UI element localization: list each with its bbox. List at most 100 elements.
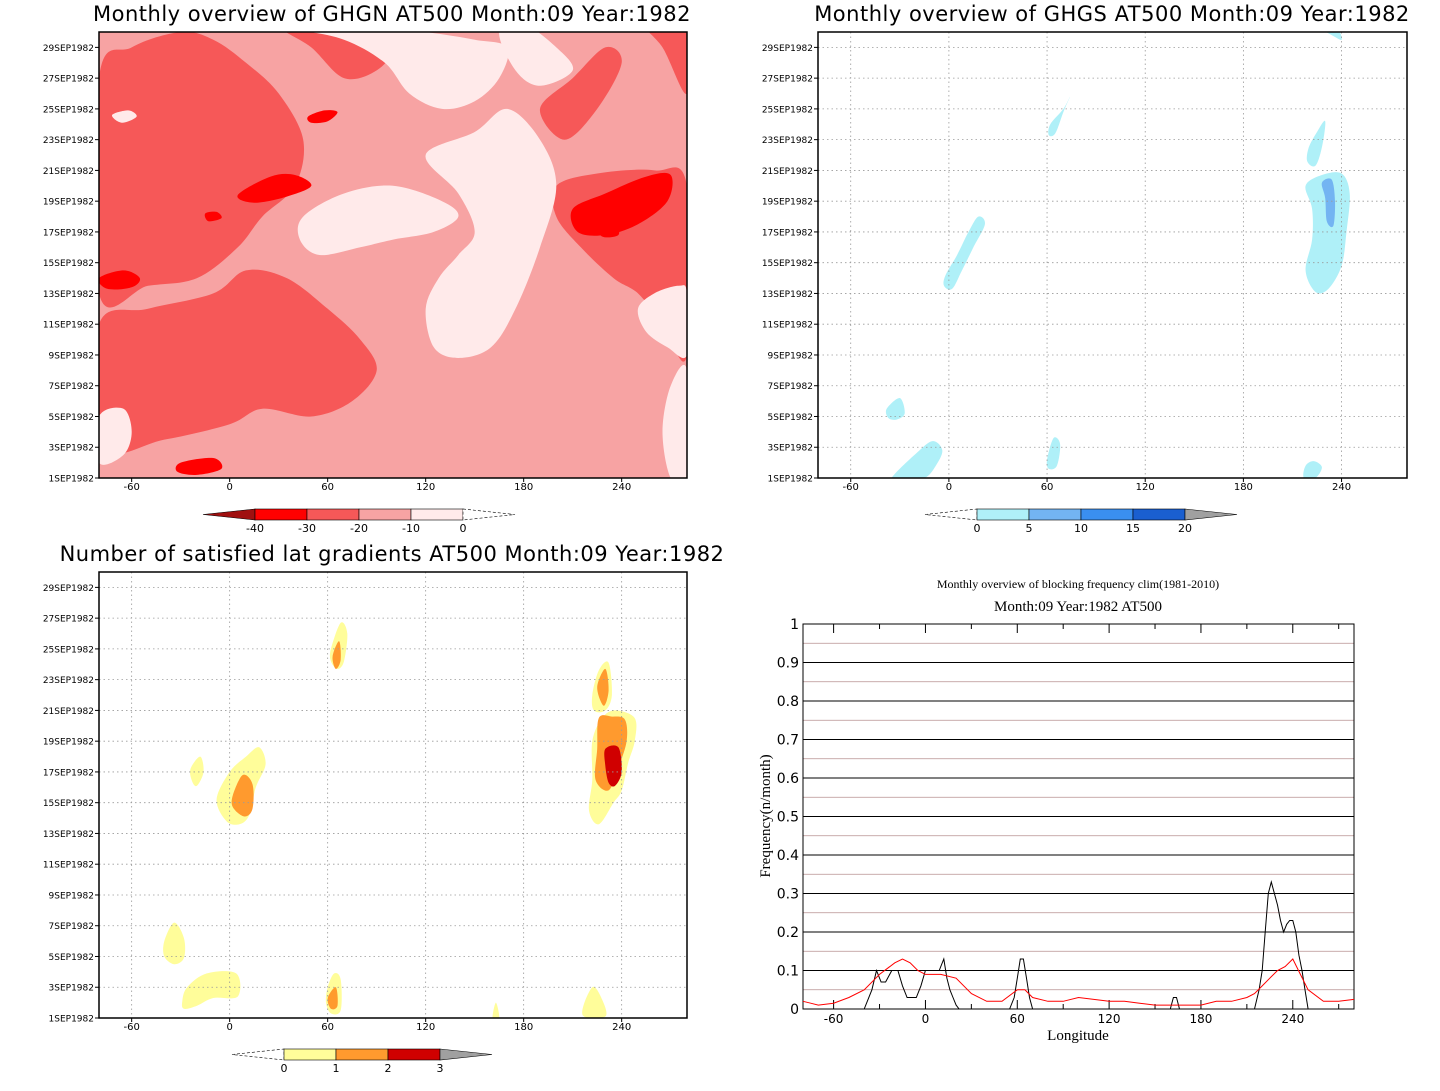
gradients-region-5 bbox=[190, 756, 204, 787]
blocking-title: Monthly overview of blocking frequency c… bbox=[937, 577, 1219, 591]
gradients-region-13 bbox=[332, 641, 341, 669]
ghgn-plot: -60 0 60 120 180 240 1SEP1982 3SEP1982 5SEP1982 7… bbox=[43, 31, 688, 493]
ghgn-ytick-label: 11SEP1982 bbox=[43, 321, 94, 331]
panel-blocking: Monthly overview of blocking frequency c… bbox=[758, 577, 1355, 1044]
gradients-ytick-label: 21SEP1982 bbox=[43, 707, 94, 717]
ghgs-region-8 bbox=[1303, 461, 1322, 478]
gradients-region-9 bbox=[582, 986, 607, 1018]
gradients-region-15 bbox=[327, 987, 338, 1010]
ghgn-region-1 bbox=[99, 269, 377, 455]
ghgn-xtick-label: -60 bbox=[123, 482, 139, 493]
ghgn-ytick-label: 27SEP1982 bbox=[43, 75, 94, 85]
gradients-legend-label: 1 bbox=[333, 1062, 340, 1075]
ghgs-region-1 bbox=[1048, 96, 1070, 137]
gradients-ytick-label: 19SEP1982 bbox=[43, 738, 94, 748]
ghgs-region-6 bbox=[891, 441, 943, 478]
ghgn-xtick-label: 60 bbox=[321, 482, 334, 493]
ghgn-legend-swatch bbox=[254, 508, 308, 521]
ghgn-ytick-label: 21SEP1982 bbox=[43, 167, 94, 177]
ghgn-ytick-label: 5SEP1982 bbox=[49, 413, 94, 423]
blocking-ylabel: Frequency(n/month) bbox=[758, 754, 774, 877]
ghgs-region-0 bbox=[1326, 32, 1342, 40]
gradients-xtick-label: 60 bbox=[321, 1022, 334, 1033]
gradients-legend-swatch bbox=[387, 1048, 441, 1061]
gradients-legend-swatch bbox=[283, 1048, 337, 1061]
ghgs-title: Monthly overview of GHGS AT500 Month:09 … bbox=[814, 2, 1410, 26]
blocking-series-line-0 bbox=[803, 880, 1354, 1010]
ghgs-legend-label: 20 bbox=[1178, 522, 1192, 535]
ghgs-legend-label: 15 bbox=[1126, 522, 1140, 535]
ghgs-xtick-label: 0 bbox=[946, 482, 952, 493]
ghgs-legend-label: 10 bbox=[1074, 522, 1088, 535]
gradients-ytick-label: 17SEP1982 bbox=[43, 768, 94, 778]
gradients-ytick-label: 15SEP1982 bbox=[43, 799, 94, 809]
ghgs-legend-swatch bbox=[1080, 508, 1134, 521]
ghgs-region-2 bbox=[1306, 120, 1326, 167]
ghgs-ytick-label: 29SEP1982 bbox=[762, 44, 813, 54]
ghgs-frame bbox=[817, 31, 1408, 479]
ghgs-region-7 bbox=[1046, 437, 1061, 470]
gradients-legend-label: 0 bbox=[281, 1062, 288, 1075]
ghgs-legend-label: 5 bbox=[1026, 522, 1033, 535]
gradients-xtick-label: 240 bbox=[612, 1022, 631, 1033]
ghgs-legend-swatch bbox=[924, 508, 978, 521]
gradients-frame bbox=[98, 571, 688, 1019]
ghgn-region-10 bbox=[307, 110, 338, 124]
gradients-ytick-label: 5SEP1982 bbox=[49, 953, 94, 963]
gradients-legend-swatch bbox=[335, 1048, 389, 1061]
ghgs-legend-swatch bbox=[1132, 508, 1186, 521]
blocking-ytick-label: 0.1 bbox=[777, 964, 799, 980]
ghgn-region-9 bbox=[204, 211, 222, 222]
gradients-ytick-label: 3SEP1982 bbox=[49, 984, 94, 994]
gradients-region-12 bbox=[597, 668, 609, 706]
gradients-xtick-label: 120 bbox=[416, 1022, 435, 1033]
ghgn-ytick-label: 19SEP1982 bbox=[43, 198, 94, 208]
ghgs-xtick-label: 240 bbox=[1332, 482, 1351, 493]
ghgs-ytick-label: 21SEP1982 bbox=[762, 167, 813, 177]
ghgn-legend-swatch bbox=[358, 508, 412, 521]
ghgs-legend-swatch bbox=[976, 508, 1030, 521]
panel-gradients: Number of satisfied lat gradients AT500 … bbox=[43, 542, 725, 1075]
ghgs-ytick-label: 9SEP1982 bbox=[768, 351, 813, 361]
ghgn-ytick-label: 23SEP1982 bbox=[43, 136, 94, 146]
gradients-ytick-label: 1SEP1982 bbox=[49, 1015, 94, 1025]
blocking-xtick-label: 60 bbox=[1010, 1012, 1025, 1026]
ghgn-region-20 bbox=[111, 110, 137, 123]
blocking-plot: 0 0.1 0.2 0.3 0.4 0.5 0.6 0.7 0.8 0.9 1 -60 0 60 120 18… bbox=[777, 617, 1355, 1026]
gradients-ytick-label: 25SEP1982 bbox=[43, 645, 94, 655]
gradients-legend: 0 1 2 3 bbox=[231, 1048, 493, 1075]
ghgn-ytick-label: 15SEP1982 bbox=[43, 259, 94, 269]
gradients-legend-label: 2 bbox=[385, 1062, 392, 1075]
ghgs-ytick-label: 17SEP1982 bbox=[762, 228, 813, 238]
ghgn-region-18 bbox=[637, 285, 687, 359]
blocking-ytick-label: 0.5 bbox=[777, 810, 799, 826]
blocking-ytick-label: 0.8 bbox=[777, 694, 799, 710]
ghgn-xtick-label: 120 bbox=[416, 482, 435, 493]
ghgn-region-19 bbox=[662, 364, 687, 478]
ghgs-legend-swatch bbox=[1184, 508, 1238, 521]
ghgn-region-16 bbox=[499, 32, 574, 86]
ghgn-frame bbox=[98, 31, 688, 479]
ghgn-legend-swatch bbox=[410, 508, 464, 521]
ghgn-region-6 bbox=[99, 270, 141, 290]
ghgn-title: Monthly overview of GHGN AT500 Month:09 … bbox=[93, 2, 691, 26]
ghgn-region-14 bbox=[297, 185, 459, 256]
ghgn-region-4 bbox=[539, 46, 622, 140]
ghgn-ytick-label: 9SEP1982 bbox=[49, 351, 94, 361]
gradients-region-6 bbox=[163, 922, 186, 965]
gradients-legend-label: 3 bbox=[437, 1062, 444, 1075]
ghgs-xtick-label: 120 bbox=[1136, 482, 1155, 493]
ghgs-legend-label: 0 bbox=[974, 522, 981, 535]
blocking-xlabel: Longitude bbox=[1047, 1028, 1109, 1044]
gradients-region-7 bbox=[181, 971, 241, 1009]
ghgs-xtick-label: -60 bbox=[843, 482, 859, 493]
blocking-xtick-label: 120 bbox=[1098, 1012, 1121, 1026]
gradients-region-10 bbox=[492, 1002, 500, 1018]
blocking-ytick-label: 0.6 bbox=[777, 771, 799, 787]
gradients-region-14 bbox=[231, 774, 254, 817]
gradients-legend-swatch bbox=[231, 1048, 285, 1061]
gradients-title: Number of satisfied lat gradients AT500 … bbox=[60, 542, 725, 566]
gradients-xtick-label: -60 bbox=[123, 1022, 139, 1033]
ghgs-xtick-label: 180 bbox=[1234, 482, 1253, 493]
